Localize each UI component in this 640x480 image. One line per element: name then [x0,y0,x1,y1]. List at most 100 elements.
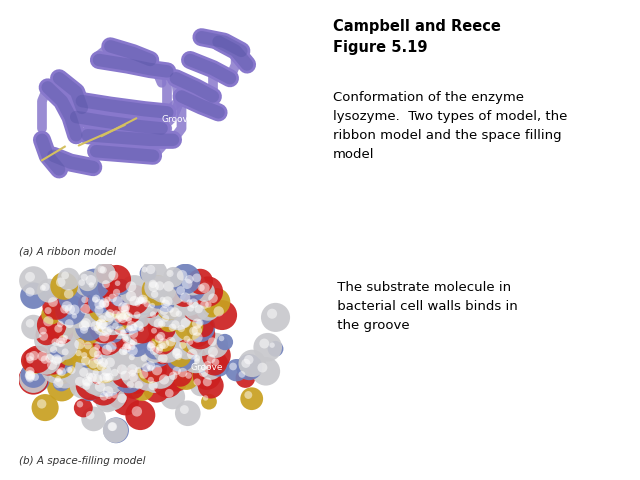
Point [63,309,73,317]
Point [69,312,79,320]
Point [36,400,47,408]
Point [106,343,116,350]
Point [154,282,164,289]
Point [38,327,48,335]
Point [96,362,106,370]
Point [124,325,134,333]
Point [118,303,129,311]
Point [79,322,90,329]
Point [48,298,58,306]
Point [64,320,74,327]
Point [195,331,205,338]
Point [98,329,108,336]
Point [164,318,174,326]
Point [157,324,167,331]
Point [169,310,179,317]
Point [63,290,74,298]
Point [103,378,113,385]
Point [103,387,113,395]
Point [108,329,118,336]
Point [186,304,196,312]
Point [167,324,177,331]
Point [60,372,70,379]
Point [108,362,118,370]
Point [188,342,198,349]
Point [92,375,102,383]
Point [83,355,93,363]
Point [116,301,126,309]
Point [192,378,202,386]
Point [152,331,163,338]
Point [94,372,104,380]
Point [113,372,124,380]
Point [98,266,108,274]
Point [85,382,95,390]
Point [175,371,186,378]
Point [52,349,62,357]
Point [94,299,104,306]
Point [99,374,109,382]
Point [177,271,188,279]
Point [102,328,112,336]
Point [124,375,134,383]
Point [161,300,171,308]
Point [25,372,35,380]
Point [29,352,39,360]
Point [178,341,188,349]
Point [207,304,217,312]
Point [153,294,163,302]
Point [199,301,209,309]
Point [129,338,139,346]
Point [61,339,72,347]
Point [244,356,254,363]
Point [172,367,182,375]
Point [150,290,160,298]
Point [97,315,107,323]
Point [159,340,169,348]
Point [83,277,93,285]
Point [133,366,143,374]
Point [195,278,205,286]
Point [142,300,152,307]
Point [93,300,104,307]
Point [87,374,97,382]
Point [98,304,108,312]
Point [203,288,213,295]
Point [127,353,137,361]
Point [181,345,191,353]
Point [171,327,181,335]
Point [59,324,69,332]
Point [200,394,211,402]
Point [97,323,108,330]
Point [97,310,108,317]
Point [267,310,277,318]
Point [100,324,110,332]
Point [88,376,98,384]
Point [192,274,202,282]
Point [82,378,92,385]
Point [93,350,103,358]
Point [132,300,143,308]
Point [131,350,141,358]
Point [192,320,202,327]
Point [25,288,35,296]
Point [139,296,149,304]
Point [124,307,134,315]
Point [40,404,50,411]
Point [48,358,58,366]
Point [98,359,108,367]
Point [122,333,132,341]
Point [54,342,64,350]
Point [247,360,257,367]
Point [55,368,65,376]
Point [211,298,221,306]
Point [111,288,122,296]
Point [127,346,137,353]
Point [244,363,255,371]
Point [96,321,106,328]
Point [129,287,140,294]
Point [208,348,218,356]
Point [64,337,74,345]
Point [135,411,145,419]
Point [151,284,161,291]
